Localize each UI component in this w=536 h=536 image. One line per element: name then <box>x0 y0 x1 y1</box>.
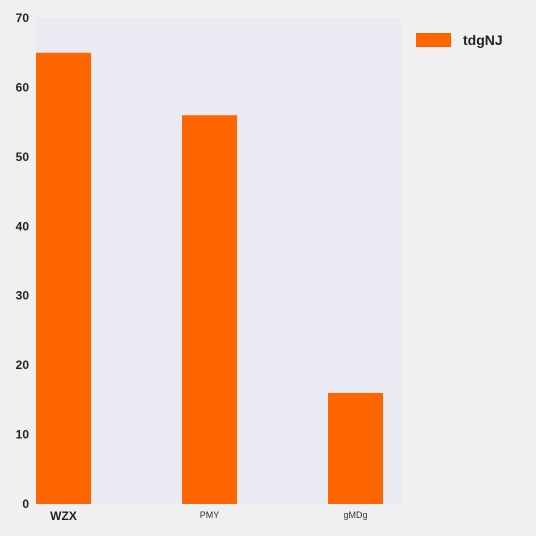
legend-swatch <box>416 33 451 47</box>
y-tick-label: 50 <box>16 150 30 164</box>
bar-gmdg <box>328 392 383 504</box>
bar-wzx <box>36 52 91 504</box>
y-tick-label: 10 <box>16 428 30 442</box>
x-axis-ticks: WZX PMY gMDg <box>50 509 367 523</box>
y-tick-label: 30 <box>16 289 30 303</box>
bar-pmy <box>182 115 237 504</box>
y-tick-label: 40 <box>16 219 30 233</box>
legend-label: tdgNJ <box>463 32 503 48</box>
x-tick-label: WZX <box>50 509 77 523</box>
legend: tdgNJ <box>416 32 503 48</box>
y-tick-label: 0 <box>22 497 29 511</box>
x-tick-label: gMDg <box>343 510 367 520</box>
x-tick-label: PMY <box>200 510 220 520</box>
bars <box>36 52 383 504</box>
y-axis-ticks: 0 10 20 30 40 50 60 70 <box>16 11 30 511</box>
y-tick-label: 60 <box>16 80 30 94</box>
y-tick-label: 70 <box>16 11 30 25</box>
y-tick-label: 20 <box>16 358 30 372</box>
